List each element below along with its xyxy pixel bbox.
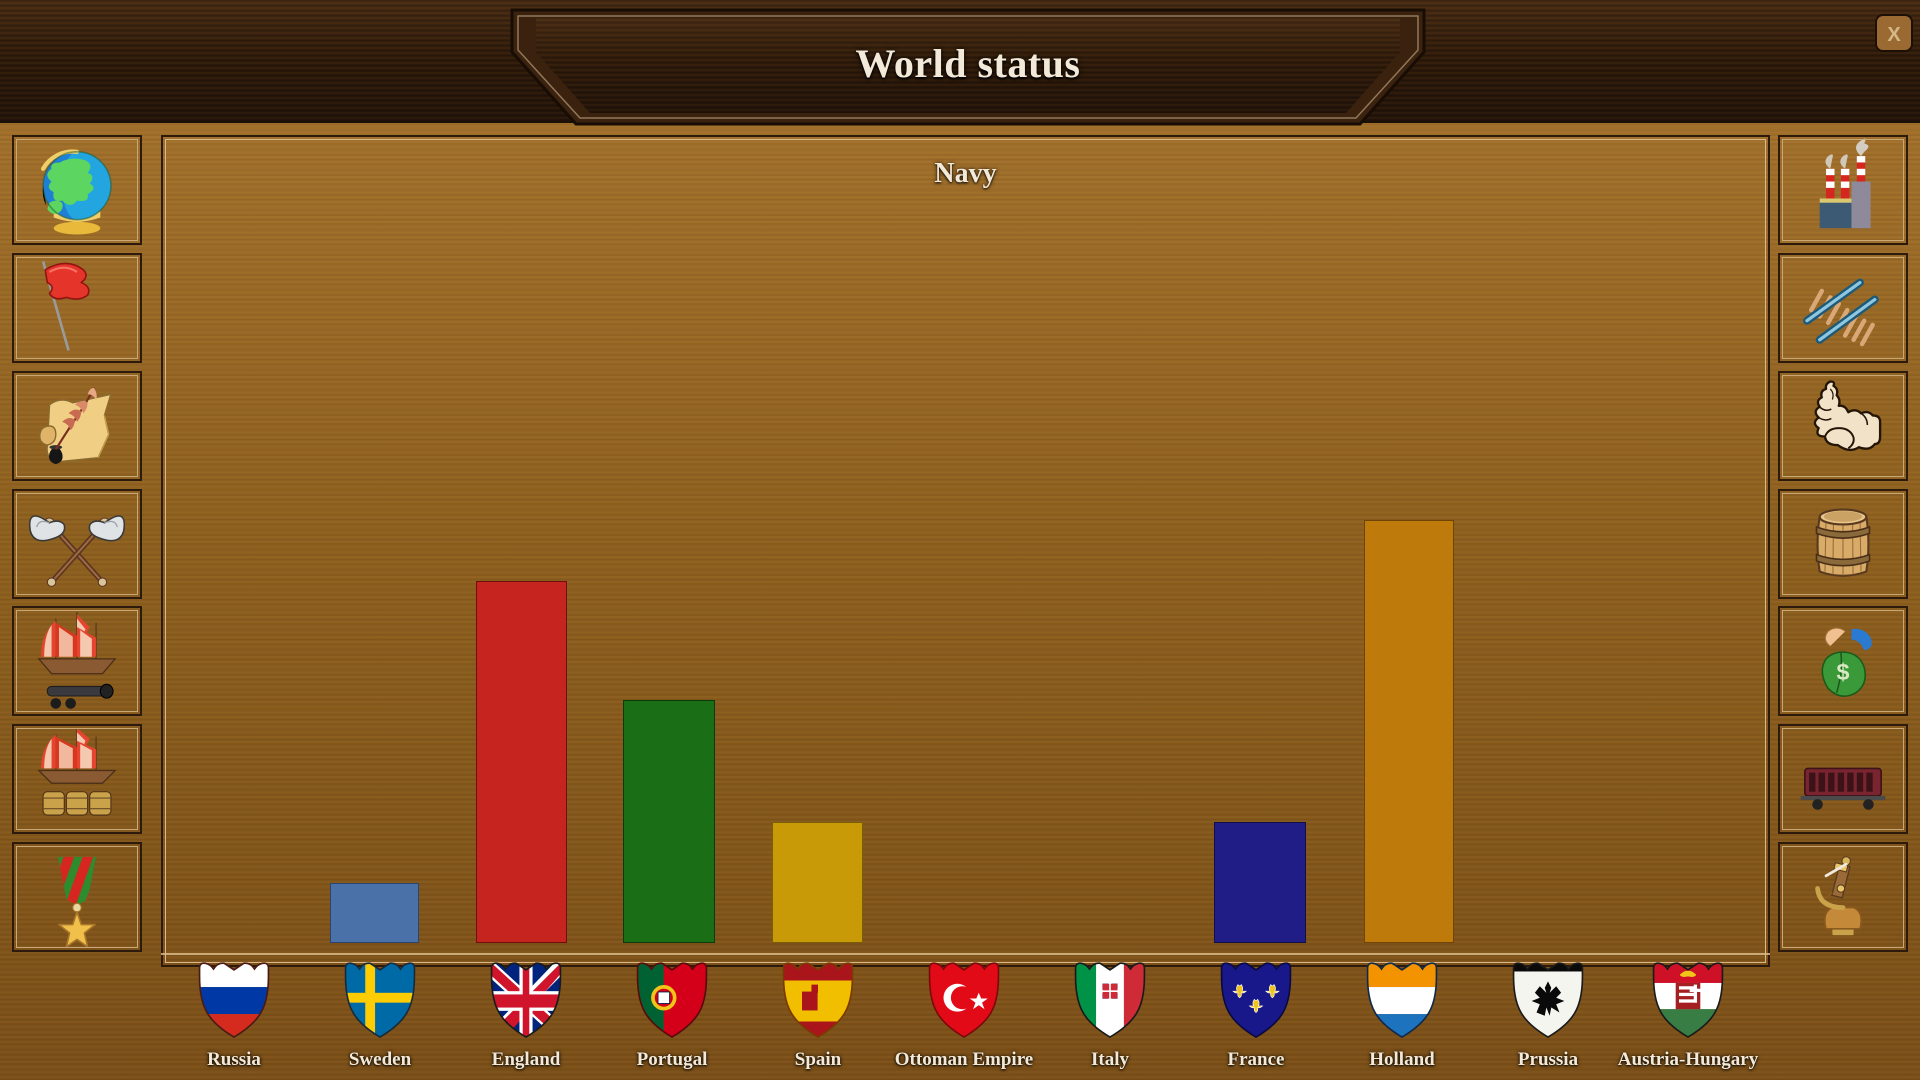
svg-text:X: X xyxy=(1887,24,1901,46)
svg-text:$: $ xyxy=(1837,659,1850,685)
